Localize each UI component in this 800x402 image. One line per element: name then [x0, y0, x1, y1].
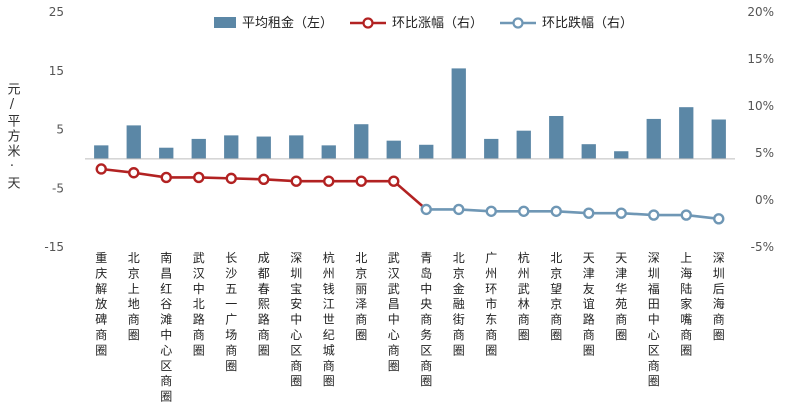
category-label-2: 北京上地商圈 — [128, 251, 140, 342]
rise-line — [101, 167, 394, 183]
category-label-4: 武汉中北路商圈 — [193, 251, 205, 357]
rise-point-1 — [95, 163, 107, 175]
category-label-15: 北京望京商圈 — [550, 251, 562, 342]
right-tick-label: 15% — [747, 52, 774, 66]
rise-point-3 — [160, 171, 172, 184]
bar-5 — [224, 135, 239, 159]
category-label-17: 天津华苑商圈 — [615, 251, 627, 342]
bar-6 — [256, 136, 271, 159]
legend-swatch-fall-marker — [512, 17, 524, 29]
legend-swatch-rise-marker — [362, 17, 374, 29]
bar-14 — [516, 130, 531, 159]
right-axis: -5% 0% 5% 10% 15% 20% — [747, 5, 774, 254]
bar-13 — [484, 138, 499, 159]
bar-7 — [289, 135, 304, 159]
y-axis-label: 元/平方米·天 — [5, 82, 21, 191]
left-tick-label: 5 — [56, 123, 64, 137]
fall-point-6 — [583, 207, 595, 219]
fall-point-4 — [518, 205, 530, 217]
category-label-10: 武汉武昌中心商圈 — [388, 251, 400, 373]
category-label-13: 广州环市东商圈 — [485, 251, 497, 357]
bar-15 — [549, 115, 564, 159]
rise-point-5 — [225, 172, 237, 185]
line-series — [95, 163, 725, 225]
rise-point-7 — [290, 175, 302, 187]
rise-point-6 — [258, 173, 270, 186]
category-label-3: 南昌红谷滩中心区商圈 — [160, 250, 172, 402]
left-tick-label: 25 — [49, 5, 64, 19]
bar-9 — [354, 124, 369, 159]
category-label-5: 长沙五一广场商圈 — [225, 251, 237, 373]
fall-point-9 — [680, 209, 692, 221]
right-tick-label: 5% — [755, 146, 774, 160]
legend: 平均租金（左） 环比涨幅（右） 环比跌幅（右） — [214, 15, 633, 31]
connector-line — [392, 180, 428, 211]
bar-12 — [451, 68, 466, 159]
fall-point-5 — [550, 205, 562, 217]
legend-swatch-bar — [214, 17, 236, 28]
left-tick-label: -15 — [44, 240, 64, 254]
bar-1 — [94, 145, 109, 159]
bar-4 — [191, 138, 206, 159]
left-axis: -15 -5 5 15 25 — [44, 5, 64, 254]
bar-18 — [646, 118, 661, 159]
bar-3 — [159, 147, 174, 159]
bar-series — [94, 68, 726, 159]
category-label-19: 上海陆家嘴商圈 — [680, 251, 692, 357]
bar-2 — [126, 125, 141, 159]
rise-point-10 — [388, 175, 400, 187]
category-label-20: 深圳后海商圈 — [713, 251, 725, 342]
category-label-11: 青岛中央商务区商圈 — [420, 251, 432, 388]
bar-11 — [419, 144, 434, 159]
category-label-7: 深圳宝安中心区商圈 — [290, 251, 302, 388]
fall-line — [426, 208, 719, 221]
rise-point-8 — [323, 175, 335, 187]
right-tick-label: 20% — [747, 5, 774, 19]
category-label-8: 杭州钱江世纪城商圈 — [323, 250, 335, 388]
category-label-6: 成都春熙路商圈 — [258, 251, 270, 357]
category-label-12: 北京金融街商圈 — [453, 251, 465, 357]
bar-10 — [386, 140, 401, 159]
fall-point-3 — [485, 205, 497, 217]
category-label-14: 杭州武林商圈 — [518, 250, 530, 342]
right-tick-label: 0% — [755, 193, 774, 207]
fall-point-7 — [615, 207, 627, 219]
category-label-9: 北京丽泽商圈 — [355, 251, 367, 342]
legend-label-bar: 平均租金（左） — [242, 15, 333, 31]
rise-point-4 — [193, 171, 205, 184]
left-tick-label: 15 — [49, 64, 64, 78]
fall-point-8 — [648, 209, 660, 221]
left-tick-label: -5 — [52, 181, 64, 195]
bar-19 — [679, 107, 694, 159]
category-label-18: 深圳福田中心区商圈 — [648, 251, 660, 388]
bar-16 — [581, 144, 596, 159]
bar-8 — [321, 145, 336, 159]
bar-17 — [614, 151, 629, 159]
category-axis: 重庆解放碑商圈 北京上地商圈 南昌红谷滩中心区商圈 武汉中北路商圈 长沙五一广场商圈 成都… — [85, 158, 735, 402]
category-label-1: 重庆解放碑商圈 — [95, 251, 107, 357]
legend-label-fall: 环比跌幅（右） — [542, 15, 633, 31]
fall-point-1 — [420, 203, 432, 216]
right-tick-label: -5% — [751, 240, 774, 254]
category-label-16: 天津友谊路商圈 — [583, 251, 595, 357]
right-tick-label: 10% — [747, 99, 774, 113]
fall-point-10 — [713, 213, 725, 225]
fall-point-2 — [453, 203, 465, 216]
rise-point-9 — [355, 175, 367, 187]
bar-20 — [711, 119, 726, 159]
legend-label-rise: 环比涨幅（右） — [392, 16, 483, 31]
rise-point-2 — [128, 167, 140, 179]
